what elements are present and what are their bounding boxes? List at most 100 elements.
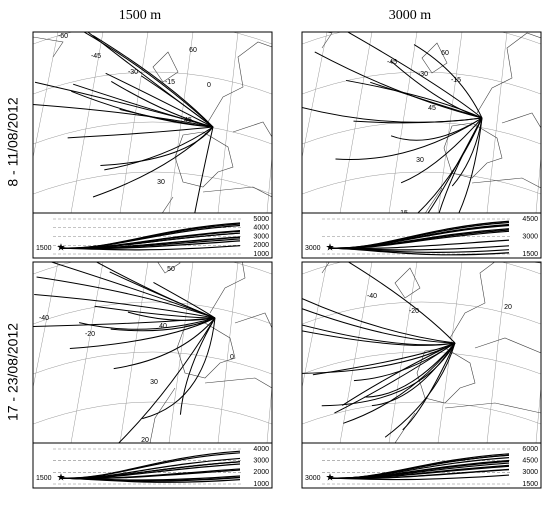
graticule-label: 45 <box>428 105 436 112</box>
trajectory <box>302 330 456 346</box>
coastline <box>209 262 272 329</box>
graticule-label: -45 <box>387 59 397 66</box>
trajectory <box>104 126 214 171</box>
map-border <box>32 31 273 214</box>
map <box>302 32 541 213</box>
height-label: 4500 <box>522 216 538 223</box>
trajectory <box>79 317 216 330</box>
map <box>33 32 272 213</box>
height-trace <box>329 229 510 249</box>
graticule-label: 60 <box>189 47 197 54</box>
meridian <box>70 262 104 443</box>
parallel <box>33 351 272 375</box>
height-label: 2000 <box>253 469 269 476</box>
meridian <box>266 383 272 443</box>
meridian <box>339 32 373 213</box>
graticule-label: -30 <box>128 69 138 76</box>
trajectory <box>33 104 214 128</box>
height-label: 4000 <box>253 225 269 232</box>
trajectory <box>312 342 456 376</box>
height-label: 1500 <box>522 481 538 488</box>
parallel <box>302 171 541 195</box>
meridian <box>302 32 328 159</box>
meridian <box>217 32 239 213</box>
meridian <box>535 153 541 213</box>
graticule-label: 30 <box>157 179 165 186</box>
map-panel: 60-45-30-15453015450030001500★3000 <box>301 31 542 259</box>
parallel <box>302 32 541 45</box>
trajectory <box>347 262 456 344</box>
trajectory <box>96 262 216 319</box>
meridian <box>437 262 463 443</box>
start-star: ★ <box>57 243 66 254</box>
meridian <box>486 32 508 213</box>
column-header: 1500 m <box>119 8 162 23</box>
graticule-label: 30 <box>150 379 158 386</box>
height-label: 5000 <box>253 216 269 223</box>
meridian <box>70 32 104 213</box>
trajectory <box>142 317 216 420</box>
graticule-label: 20 <box>141 437 149 444</box>
meridian <box>388 262 418 443</box>
coastline <box>176 322 236 379</box>
parallel <box>302 301 541 325</box>
trajectory <box>364 342 456 398</box>
row-label: 17 - 23/08/2012 <box>5 323 21 421</box>
height-label: 3000 <box>522 233 538 240</box>
trajectory <box>141 75 214 128</box>
graticule-label: 20 <box>504 304 512 311</box>
row-label: 8 - 11/08/2012 <box>5 97 21 186</box>
coastline <box>149 377 272 443</box>
trajectory <box>390 117 483 141</box>
graticule-label: 0 <box>230 354 234 361</box>
meridian <box>217 262 239 443</box>
coastline <box>174 131 234 188</box>
coastline <box>421 177 541 213</box>
coastline <box>157 262 181 274</box>
parallel <box>302 121 541 145</box>
map-panel: 50 -40 -20 40 0 30 20 4000 3000 2000 1000 ★ 1500 <box>32 261 273 489</box>
coastline <box>321 32 448 74</box>
meridian <box>119 32 149 213</box>
graticule-label: -15 <box>451 77 461 84</box>
trajectory <box>371 342 456 407</box>
coastline <box>476 32 541 129</box>
trajectory <box>92 126 214 198</box>
height-label: 3000 <box>253 233 269 240</box>
meridian <box>33 262 59 389</box>
trajectory <box>417 117 483 213</box>
parallel <box>33 32 272 45</box>
height-label: 3000 <box>522 469 538 476</box>
parallel <box>33 71 272 95</box>
start-label: 3000 <box>305 475 321 482</box>
trajectory <box>343 342 456 424</box>
start-label: 1500 <box>36 475 52 482</box>
meridian <box>302 262 328 389</box>
height-label: 4000 <box>253 446 269 453</box>
trajectory <box>400 117 483 184</box>
trajectory <box>67 126 214 139</box>
trajectory <box>117 317 216 443</box>
parallel <box>302 71 541 95</box>
trajectory <box>153 282 216 319</box>
column-header: 3000 m <box>389 8 432 23</box>
parallel <box>33 121 272 145</box>
trajectory <box>69 317 216 350</box>
trajectory <box>458 117 483 213</box>
trajectory <box>427 117 483 213</box>
height-trace <box>329 245 510 251</box>
map-panel: -40 -20 20 6000 4500 3000 1500 ★ 3000 <box>301 261 542 489</box>
trajectory <box>33 317 216 328</box>
meridian <box>535 383 541 443</box>
graticule-label: -30 <box>418 71 428 78</box>
trajectory <box>346 32 483 119</box>
height-label: 1500 <box>522 251 538 258</box>
meridian <box>486 262 508 443</box>
start-label: 1500 <box>36 245 52 252</box>
parallel <box>302 401 541 425</box>
trajectory <box>451 117 483 187</box>
graticule-label: 0 <box>207 82 211 89</box>
